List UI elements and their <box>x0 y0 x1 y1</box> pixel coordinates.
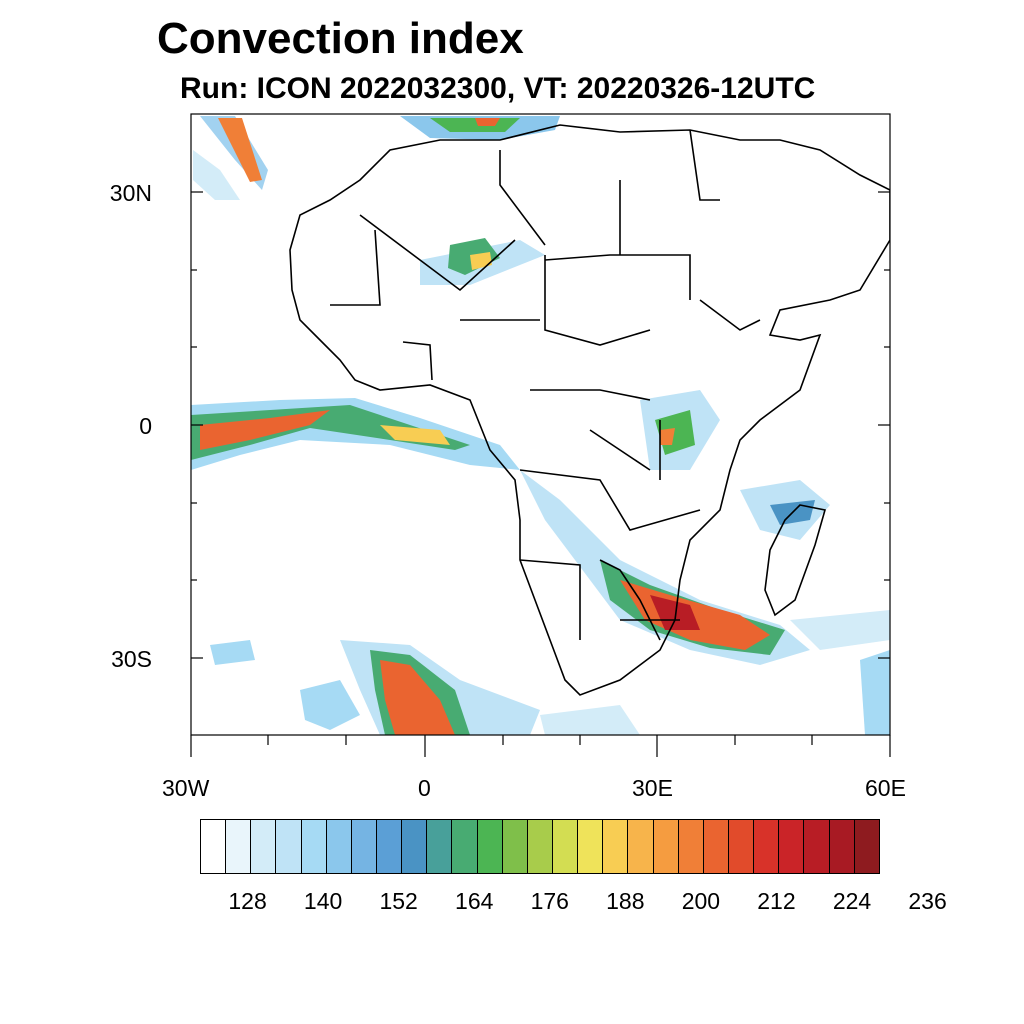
colorbar-label: 176 <box>530 888 569 914</box>
colorbar-label: 224 <box>832 888 872 914</box>
colorbar-swatch <box>578 820 604 873</box>
colorbar-swatch <box>326 820 352 873</box>
colorbar-swatch <box>376 820 403 873</box>
colorbar-swatch <box>728 820 755 873</box>
x-tick-label-30w: 30W <box>162 775 210 801</box>
colorbar-swatch <box>527 820 553 873</box>
colorbar-swatch <box>552 820 579 873</box>
axis-ticks <box>190 191 891 757</box>
colorbar-swatch <box>754 820 780 873</box>
colorbar-swatch <box>276 820 302 873</box>
y-tick-label-0: 0 <box>139 413 152 439</box>
colorbar-swatch <box>678 820 704 873</box>
convection-field <box>191 116 890 735</box>
colorbar-swatch <box>653 820 679 873</box>
colorbar <box>200 819 880 874</box>
colorbar-swatch <box>226 820 252 873</box>
colorbar-swatch <box>301 820 327 873</box>
colorbar-label: 152 <box>379 888 418 914</box>
colorbar-swatch <box>477 820 503 873</box>
colorbar-label: 164 <box>455 888 494 914</box>
colorbar-swatch <box>427 820 453 873</box>
colorbar-swatch <box>452 820 478 873</box>
colorbar-label: 128 <box>228 888 267 914</box>
y-tick-label-30n: 30N <box>109 180 152 206</box>
colorbar-swatch <box>351 820 377 873</box>
land-boundaries <box>289 124 890 696</box>
colorbar-swatch <box>201 820 227 873</box>
x-tick-label-30e: 30E <box>632 775 673 801</box>
colorbar-swatch <box>603 820 629 873</box>
colorbar-label: 236 <box>908 888 947 914</box>
colorbar-swatch <box>779 820 805 873</box>
chart-subtitle: Run: ICON 2022032300, VT: 20220326-12UTC <box>180 72 816 105</box>
colorbar-label: 200 <box>681 888 721 914</box>
colorbar-swatch <box>628 820 654 873</box>
x-tick-label-60e: 60E <box>865 775 906 801</box>
x-tick-label-0: 0 <box>418 775 431 801</box>
colorbar-swatch <box>854 820 879 873</box>
colorbar-label: 212 <box>757 888 796 914</box>
colorbar-label: 140 <box>303 888 343 914</box>
colorbar-swatch <box>804 820 830 873</box>
colorbar-swatch <box>502 820 528 873</box>
y-tick-label-30s: 30S <box>111 646 152 672</box>
colorbar-swatch <box>251 820 277 873</box>
colorbar-swatch <box>402 820 428 873</box>
colorbar-swatch <box>829 820 855 873</box>
colorbar-label: 188 <box>606 888 645 914</box>
colorbar-swatch <box>703 820 729 873</box>
chart-title: Convection index <box>157 14 524 63</box>
